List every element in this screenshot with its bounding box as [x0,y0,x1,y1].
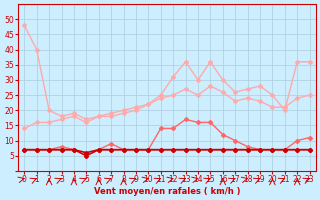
X-axis label: Vent moyen/en rafales ( km/h ): Vent moyen/en rafales ( km/h ) [94,187,240,196]
